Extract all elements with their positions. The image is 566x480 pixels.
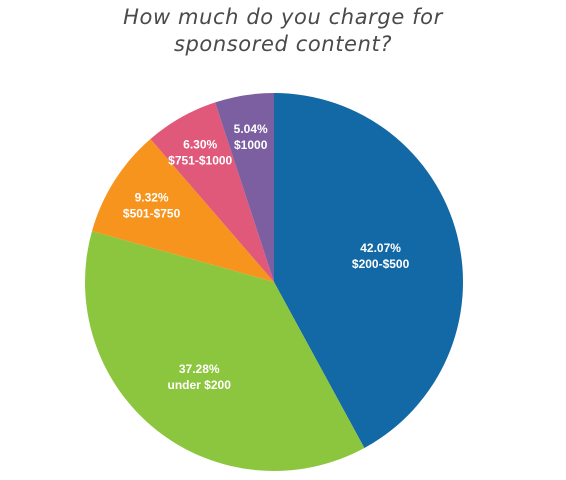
chart-title: How much do you charge for sponsored con… xyxy=(0,4,566,58)
slice-category-label-501-750: $501-$750 xyxy=(123,206,181,220)
slice-category-label-751-1000: $751-$1000 xyxy=(168,153,232,167)
pie-slice-1000 xyxy=(215,93,274,282)
slice-value-label-751-1000: 6.30% xyxy=(183,137,217,151)
pie-slice-under-200 xyxy=(84,231,365,472)
slice-category-label-under-200: under $200 xyxy=(168,378,232,392)
slice-category-label-1000: $1000 xyxy=(234,138,268,152)
slice-value-label-under-200: 37.28% xyxy=(179,362,220,376)
pie-slice-200-500 xyxy=(274,93,464,448)
pie-slice-501-750 xyxy=(91,138,275,282)
slice-category-label-200-500: $200-$500 xyxy=(352,257,410,271)
slice-value-label-501-750: 9.32% xyxy=(135,190,169,204)
slice-value-label-200-500: 42.07% xyxy=(360,241,401,255)
chart-title-line-1: How much do you charge for xyxy=(123,5,443,29)
chart-title-line-2: sponsored content? xyxy=(173,32,393,56)
pie-slice-751-1000 xyxy=(150,102,274,283)
slice-value-label-1000: 5.04% xyxy=(234,122,268,136)
